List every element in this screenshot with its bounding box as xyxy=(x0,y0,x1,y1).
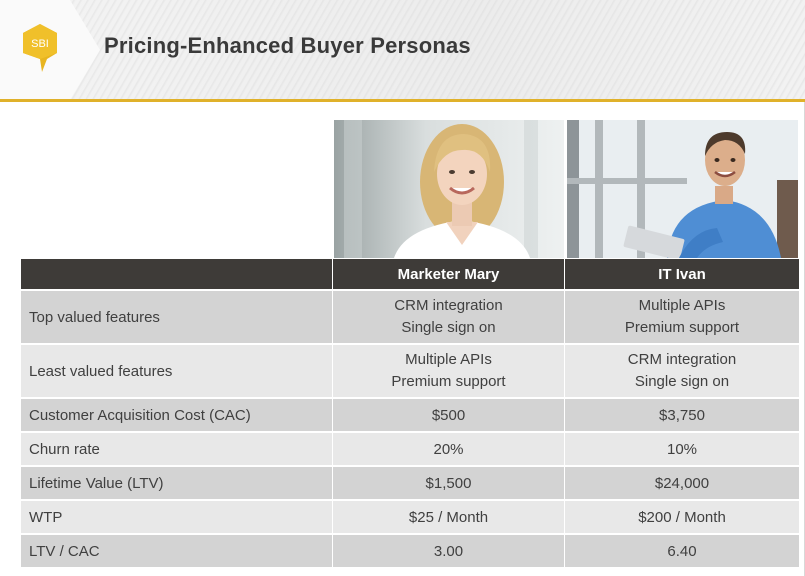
mary-value: $25 / Month xyxy=(333,501,565,533)
row-label: Least valued features xyxy=(21,345,333,397)
row-label: Customer Acquisition Cost (CAC) xyxy=(21,399,333,431)
ivan-value: $24,000 xyxy=(654,474,710,492)
row-label: Top valued features xyxy=(21,291,333,343)
ivan-value: 10% xyxy=(666,440,698,458)
table-row: Least valued features Multiple APIs Premi… xyxy=(21,345,799,397)
table-header-it-ivan: IT Ivan xyxy=(658,265,706,283)
table-row: Customer Acquisition Cost (CAC) $500 $3,… xyxy=(21,399,799,431)
row-label: Churn rate xyxy=(21,433,333,465)
svg-text:SBI: SBI xyxy=(31,38,49,50)
sbi-logo-icon: SBI xyxy=(20,22,60,74)
table-row: LTV / CAC 3.00 6.40 xyxy=(21,535,799,567)
table-row: Lifetime Value (LTV) $1,500 $24,000 xyxy=(21,467,799,499)
mary-value: 3.00 xyxy=(333,535,565,567)
mary-value: $1,500 xyxy=(333,467,565,499)
ivan-value: $200 / Month xyxy=(638,508,726,526)
it-ivan-photo xyxy=(567,120,798,258)
table-row: WTP $25 / Month $200 / Month xyxy=(21,501,799,533)
marketer-mary-photo xyxy=(334,120,564,258)
mary-value: $500 xyxy=(333,399,565,431)
ivan-value: 6.40 xyxy=(667,542,697,560)
header-divider xyxy=(0,99,805,102)
table-header-marketer-mary: Marketer Mary xyxy=(333,259,565,289)
slide-title: Pricing-Enhanced Buyer Personas xyxy=(104,33,471,58)
row-label: WTP xyxy=(21,501,333,533)
row-label: LTV / CAC xyxy=(21,535,333,567)
table-row: Churn rate 20% 10% xyxy=(21,433,799,465)
mary-value: 20% xyxy=(333,433,565,465)
mary-value: Multiple APIs Premium support xyxy=(333,345,565,397)
ivan-value: Multiple APIs Premium support xyxy=(624,297,740,336)
mary-value: CRM integration Single sign on xyxy=(333,291,565,343)
ivan-value: CRM integration Single sign on xyxy=(627,351,737,390)
table-header-empty xyxy=(21,259,333,289)
slide-header xyxy=(0,0,805,100)
table-header-row: Marketer Mary IT Ivan xyxy=(21,259,799,289)
row-label: Lifetime Value (LTV) xyxy=(21,467,333,499)
ivan-value: $3,750 xyxy=(659,406,705,424)
table-row: Top valued features CRM integration Singl… xyxy=(21,291,799,343)
